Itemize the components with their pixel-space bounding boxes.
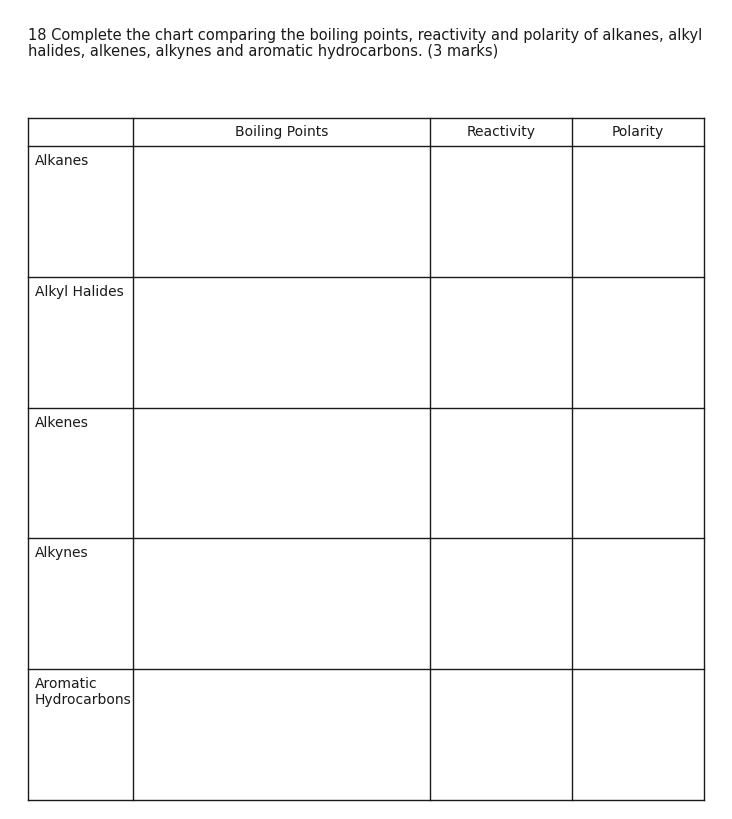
Text: 18 Complete the chart comparing the boiling points, reactivity and polarity of a: 18 Complete the chart comparing the boil… [28, 28, 702, 43]
Text: halides, alkenes, alkynes and aromatic hydrocarbons. (3 marks): halides, alkenes, alkynes and aromatic h… [28, 44, 498, 59]
Text: Alkenes: Alkenes [35, 415, 89, 430]
Text: Alkyl Halides: Alkyl Halides [35, 285, 124, 299]
Text: Alkynes: Alkynes [35, 546, 89, 560]
Text: Aromatic
Hydrocarbons: Aromatic Hydrocarbons [35, 677, 132, 708]
Text: Boiling Points: Boiling Points [235, 125, 328, 139]
Text: Reactivity: Reactivity [466, 125, 536, 139]
Text: Polarity: Polarity [612, 125, 664, 139]
Text: Alkanes: Alkanes [35, 154, 89, 168]
